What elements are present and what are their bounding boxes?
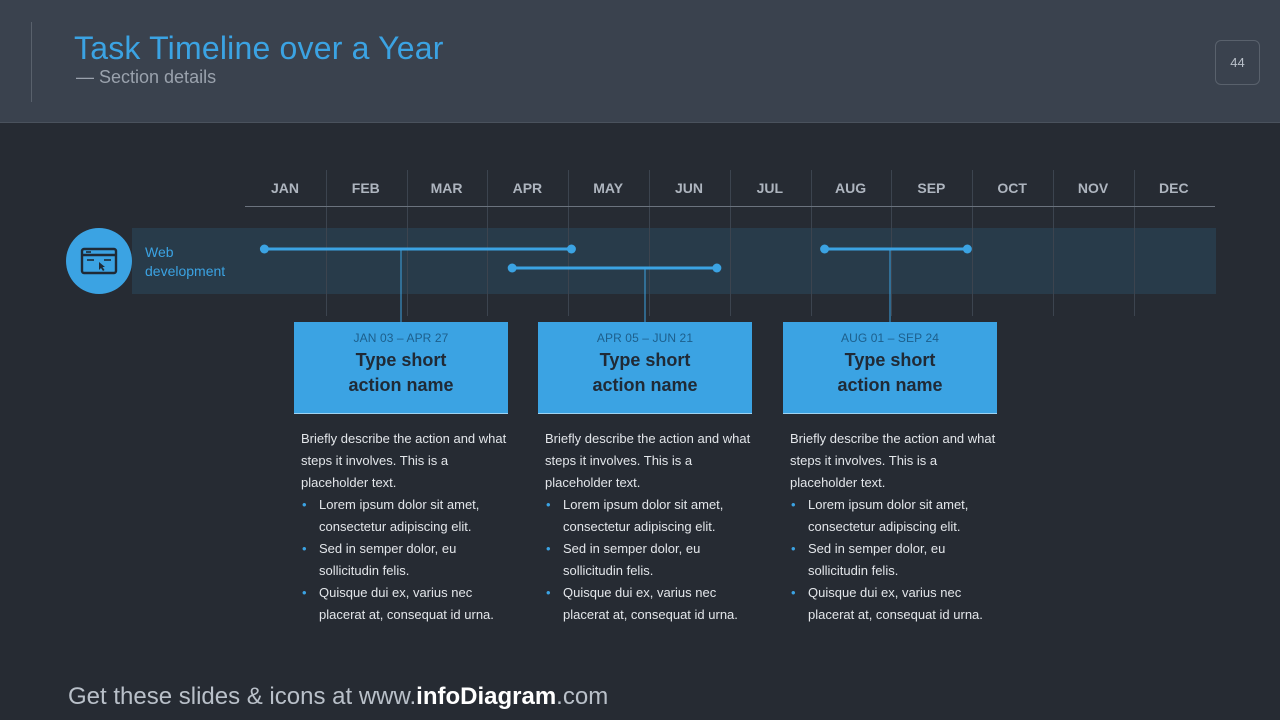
task-name: Type short action name: [592, 350, 698, 395]
task-description-2: Briefly describe the action and what ste…: [545, 428, 757, 626]
footer-suffix: .com: [556, 683, 609, 710]
task-bullet: Lorem ipsum dolor sit amet, consectetur …: [790, 494, 1002, 538]
month-label-jul: JUL: [756, 180, 784, 196]
month-gridline: [891, 170, 893, 316]
timeline-row-label: Web development: [145, 244, 226, 279]
task-description-3: Briefly describe the action and what ste…: [790, 428, 1002, 626]
month-label-mar: MAR: [430, 180, 463, 196]
task-dates: AUG 01 – SEP 24: [840, 331, 939, 345]
task-bullet-list: Lorem ipsum dolor sit amet, consectetur …: [790, 494, 1002, 626]
task-name: Type short action name: [837, 350, 943, 395]
month-label-dec: DEC: [1159, 180, 1189, 196]
task-card-2: APR 05 – JUN 21 Type short action name: [538, 322, 752, 414]
month-gridline: [649, 170, 650, 316]
task-description-1: Briefly describe the action and what ste…: [301, 428, 513, 626]
month-label-jun: JUN: [674, 180, 703, 196]
month-axis-rule: [245, 206, 1215, 207]
timeline-bars: [259, 244, 972, 322]
task-card-3: AUG 01 – SEP 24 Type short action name: [783, 322, 997, 414]
task-bullet-list: Lorem ipsum dolor sit amet, consectetur …: [301, 494, 513, 626]
task-dates: JAN 03 – APR 27: [353, 331, 449, 345]
task-bullet: Sed in semper dolor, eu sollicitudin fel…: [545, 538, 757, 582]
task-bullet: Sed in semper dolor, eu sollicitudin fel…: [301, 538, 513, 582]
task-bullet: Quisque dui ex, varius nec placerat at, …: [301, 582, 513, 626]
footer-prefix: Get these slides & icons at www.: [68, 683, 417, 710]
footer-credit: Get these slides & icons at www.infoDiag…: [68, 683, 608, 711]
month-label-jan: JAN: [270, 180, 299, 196]
task-bullet: Lorem ipsum dolor sit amet, consectetur …: [545, 494, 757, 538]
month-label-may: MAY: [593, 180, 624, 196]
task-card-1: JAN 03 – APR 27 Type short action name: [294, 322, 508, 414]
task-name: Type short action name: [348, 350, 454, 395]
task-description-text: Briefly describe the action and what ste…: [790, 431, 996, 490]
task-bar-2-start-dot: [507, 263, 517, 273]
task-description-text: Briefly describe the action and what ste…: [545, 431, 751, 490]
page-subtitle: — Section details: [76, 67, 217, 87]
month-gridline: [325, 170, 327, 316]
page-number-badge: 44: [1215, 40, 1260, 85]
month-gridline: [729, 170, 731, 316]
month-gridline: [568, 170, 570, 316]
month-label-apr: APR: [512, 180, 543, 196]
page-title: Task Timeline over a Year: [74, 30, 444, 66]
browser-window-icon: [66, 228, 132, 294]
month-gridline: [487, 170, 489, 316]
task-bar-2-end-dot: [712, 263, 722, 273]
month-label-nov: NOV: [1077, 180, 1109, 196]
month-label-oct: OCT: [997, 180, 1027, 196]
header-divider: [31, 22, 32, 102]
task-bar-3-end-dot: [962, 244, 972, 254]
task-bar-1-start-dot: [259, 244, 269, 254]
month-label-aug: AUG: [835, 180, 867, 196]
month-gridline: [1053, 170, 1054, 316]
footer-brand: infoDiagram: [416, 683, 557, 710]
month-gridline: [1133, 170, 1135, 316]
task-bullet: Quisque dui ex, varius nec placerat at, …: [545, 582, 757, 626]
task-bullet: Lorem ipsum dolor sit amet, consectetur …: [301, 494, 513, 538]
month-gridline: [972, 170, 974, 316]
task-bar-1-end-dot: [566, 244, 576, 254]
task-dates: APR 05 – JUN 21: [596, 331, 694, 345]
month-label-feb: FEB: [351, 180, 380, 196]
task-bullet-list: Lorem ipsum dolor sit amet, consectetur …: [545, 494, 757, 626]
task-description-text: Briefly describe the action and what ste…: [301, 431, 507, 490]
slide-header: Task Timeline over a Year — Section deta…: [0, 0, 1280, 123]
timeline-row-band: [132, 228, 1216, 294]
task-bullet: Quisque dui ex, varius nec placerat at, …: [790, 582, 1002, 626]
task-bullet: Sed in semper dolor, eu sollicitudin fel…: [790, 538, 1002, 582]
month-label-sep: SEP: [917, 180, 946, 196]
task-bar-3-start-dot: [820, 244, 830, 254]
month-gridline: [406, 170, 408, 316]
month-gridline: [810, 170, 812, 316]
